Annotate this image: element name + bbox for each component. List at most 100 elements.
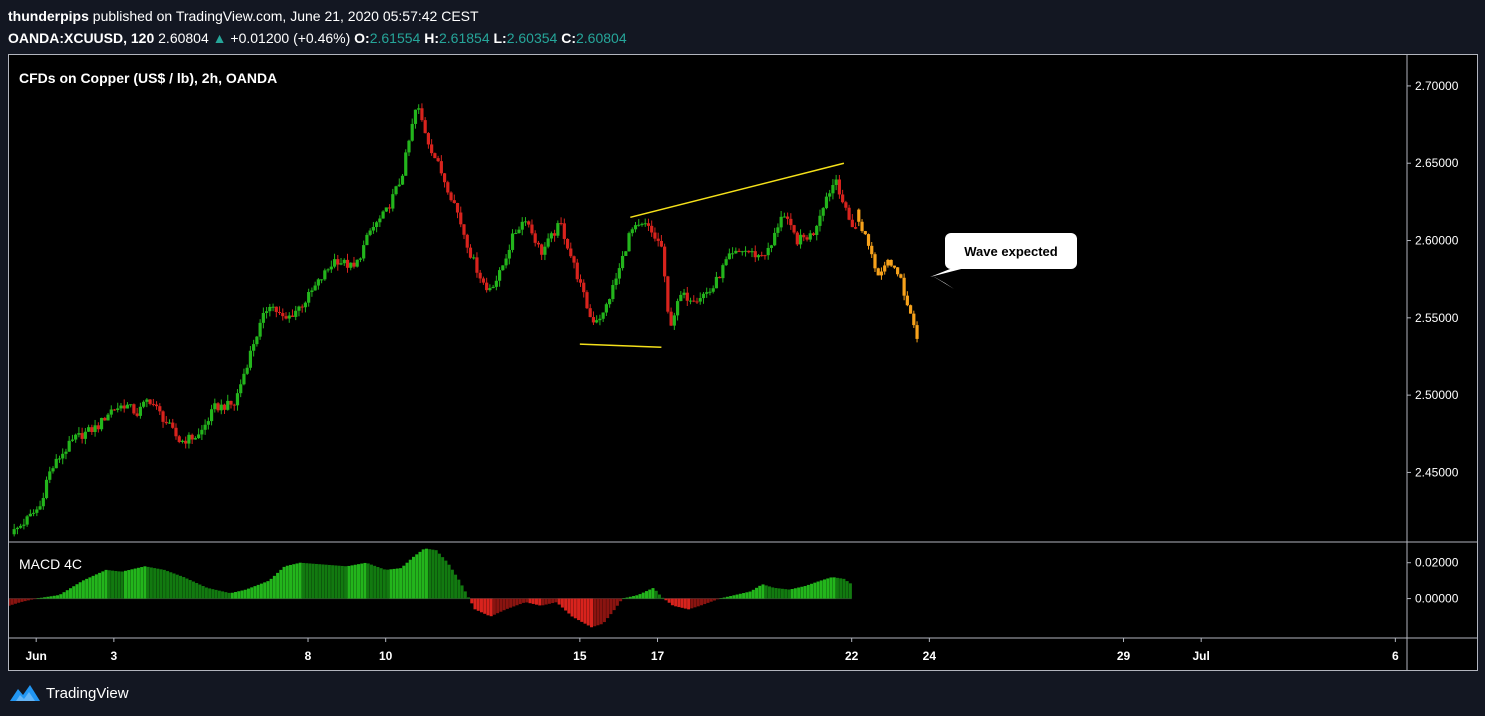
macd-bar [117, 571, 121, 599]
macd-bar [204, 587, 208, 599]
macd-bar [780, 588, 784, 599]
macd-bar [703, 598, 707, 605]
candle-body [261, 312, 265, 323]
candle-body [698, 298, 702, 302]
macd-bar [460, 585, 464, 599]
macd-bar [353, 564, 357, 599]
projection-bar [912, 313, 916, 326]
macd-bar [719, 598, 723, 599]
chart-area[interactable]: CFDs on Copper (US$ / lb), 2h, OANDA MAC… [8, 54, 1478, 671]
candle-body [491, 286, 495, 289]
macd-bar [140, 567, 144, 599]
callout-text: Wave expected [964, 244, 1058, 259]
candle-body [384, 207, 388, 212]
time-tick-label: 15 [573, 649, 587, 663]
candle-body [627, 233, 631, 252]
macd-bar [179, 575, 183, 599]
macd-bar [690, 598, 694, 609]
candle-body [161, 411, 165, 422]
symbol-label[interactable]: OANDA:XCUUSD, 120 [8, 30, 155, 46]
macd-bar [683, 598, 687, 609]
macd-bar [26, 598, 30, 601]
macd-bar [467, 597, 471, 599]
macd-bar [172, 573, 176, 599]
candle-body [782, 216, 786, 218]
macd-bar [243, 589, 247, 599]
candle-body [853, 227, 858, 229]
macd-bar [522, 598, 526, 603]
macd-bar [774, 588, 778, 599]
chart-svg[interactable]: CFDs on Copper (US$ / lb), 2h, OANDA MAC… [9, 55, 1477, 670]
macd-bar [85, 578, 89, 599]
candle-body [148, 399, 152, 404]
candle-body [740, 251, 744, 253]
low-value: 2.60354 [506, 30, 558, 46]
macd-bar [389, 569, 393, 599]
candle-body [468, 247, 473, 258]
macd-bar [104, 569, 108, 599]
trendline-lower[interactable] [579, 343, 662, 348]
macd-bar [767, 586, 771, 599]
candle-body [323, 270, 327, 280]
candle-body [41, 498, 45, 507]
macd-bar [499, 598, 503, 612]
macd-bar [408, 559, 412, 599]
open-label: O: [354, 30, 370, 46]
candle-body [553, 233, 557, 236]
candle-body [190, 434, 194, 440]
candle-body [67, 440, 71, 452]
candle-body [287, 315, 291, 319]
trendline-upper[interactable] [630, 162, 845, 219]
macd-bar [509, 598, 513, 608]
macd-bar [240, 590, 244, 599]
candle-body [514, 233, 518, 235]
candle-body [692, 300, 696, 302]
candle-body [222, 404, 227, 410]
candle-body [442, 173, 447, 183]
macd-bar [124, 570, 127, 599]
macd-bar [214, 589, 218, 599]
macd-bar [340, 565, 344, 599]
macd-bar [227, 592, 231, 599]
candle-body [517, 229, 521, 234]
candle-body [455, 202, 460, 213]
macd-bar [712, 598, 716, 601]
candle-body [507, 249, 511, 259]
author-name[interactable]: thunderpips [8, 8, 89, 24]
last-price: 2.60804 [158, 30, 209, 46]
macd-bar [725, 596, 729, 599]
candle-body [779, 216, 783, 228]
macd-bar [483, 598, 487, 614]
macd-bar [677, 598, 681, 608]
candle-body [769, 245, 774, 248]
time-axis[interactable]: Jun 3 8 10 15 17 22 24 29 Jul 6 [26, 638, 1399, 663]
macd-bar [88, 577, 92, 599]
candle-body [543, 246, 547, 255]
footer-brand[interactable]: TradingView [46, 684, 129, 702]
candle-body [459, 212, 463, 225]
candle-body [122, 405, 126, 409]
candle-body [316, 279, 320, 286]
price-axis[interactable]: 2.70000 2.65000 2.60000 2.55000 2.50000 2.450… [1407, 79, 1459, 606]
candle-body [802, 234, 806, 238]
macd-bar [201, 586, 205, 599]
candle-body [433, 153, 437, 159]
candle-body [264, 311, 269, 313]
macd-bar [434, 550, 438, 599]
tradingview-logo-icon[interactable] [10, 684, 40, 702]
macd-bar [62, 592, 66, 599]
candle-body [462, 224, 466, 235]
candle-body [426, 133, 430, 145]
candle-body [300, 306, 304, 308]
macd-bar [596, 598, 600, 626]
macd-bar [577, 598, 581, 621]
candle-body [22, 524, 26, 526]
candle-body [510, 233, 515, 250]
candle-body [598, 318, 602, 321]
close-label: C: [561, 30, 576, 46]
candle-body [164, 421, 168, 424]
candle-body [28, 513, 32, 517]
macd-bar [590, 598, 593, 628]
candle-body [705, 292, 709, 294]
candle-body [38, 506, 42, 510]
